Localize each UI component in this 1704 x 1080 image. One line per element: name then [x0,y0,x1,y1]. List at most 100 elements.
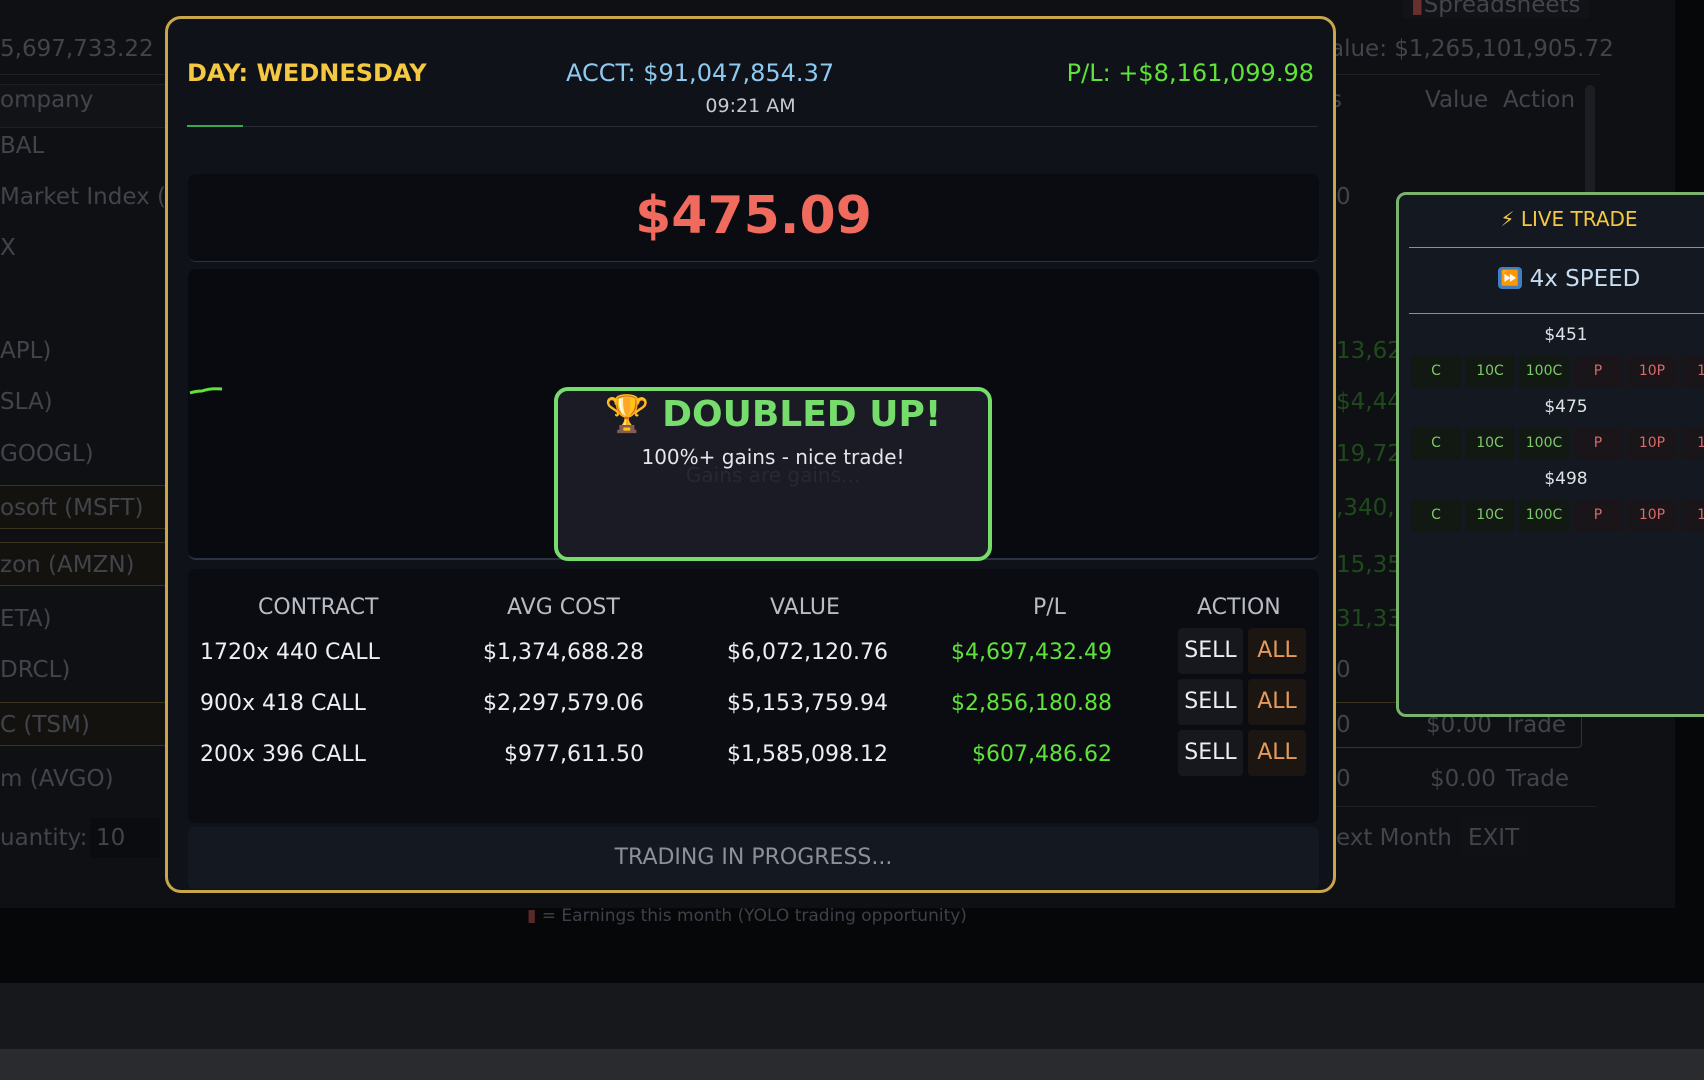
option-call-button[interactable]: 100C [1519,355,1569,388]
bg-quantity-label: uantity: [0,825,88,851]
bg-exit-button[interactable]: EXIT [1460,818,1528,858]
option-call-button[interactable]: 10C [1465,499,1515,532]
bottom-bar [0,983,1704,1049]
bg-row: ETA) [0,606,52,632]
account-balance: ACCT: $91,047,854.37 [566,59,835,87]
doubled-up-popup: 🏆 DOUBLED UP! 100%+ gains - nice trade! … [554,387,992,561]
bg-value: 19,72 [1336,441,1402,467]
bg-trade-button[interactable]: Trade [1506,766,1569,792]
bg-value: 0 [1336,657,1351,683]
sell-button[interactable]: SELL [1178,730,1243,776]
option-call-button[interactable]: C [1411,355,1461,388]
sell-all-button[interactable]: ALL [1248,730,1306,776]
contract: 200x 396 CALL [200,742,366,767]
bg-row: SLA) [0,389,53,415]
bg-row: Market Index (G [0,184,184,210]
earnings-legend: ▮ = Earnings this month (YOLO trading op… [527,906,967,926]
option-put-button[interactable]: 10 [1681,427,1704,460]
bg-top-value: 5,697,733.22 [0,36,154,62]
bg-value: 0 [1336,712,1351,738]
bg-value: 0 [1336,184,1351,210]
live-trade-panel: ⚡ LIVE TRADE ⏩ 4x SPEED $451 C 10C 100C P 10P… [1396,192,1704,717]
bg-value: 13,62 [1336,338,1402,364]
speed-label: 4x SPEED [1529,266,1641,292]
pl: $2,856,180.88 [951,691,1112,716]
bg-quantity-input[interactable]: 10 [90,818,160,858]
clock: 09:21 AM [705,95,796,117]
bg-row: zon (AMZN) [0,552,135,578]
bg-value: ,340,( [1336,495,1404,521]
chart-icon: ▮ [527,906,537,926]
column-header: ACTION [1197,595,1281,620]
live-trade-title: LIVE TRADE [1520,207,1638,231]
trading-status: TRADING IN PROGRESS... [188,827,1319,889]
option-call-button[interactable]: 10C [1465,427,1515,460]
bg-spreadsheets-button[interactable]: ▮Spreadsheets [1403,0,1589,18]
column-header: CONTRACT [258,595,379,620]
bg-col-header: Action [1503,87,1576,113]
bg-value: $0.00 [1430,766,1496,792]
option-call-button[interactable]: C [1411,427,1461,460]
popup-message: 100%+ gains - nice trade! [641,445,905,469]
positions-table: CONTRACT AVG COST VALUE P/L ACTION 1720x… [188,569,1319,823]
price-chart: 🏆 DOUBLED UP! 100%+ gains - nice trade! … [188,269,1319,561]
column-header: P/L [1033,595,1066,620]
column-header: AVG COST [507,595,620,620]
option-call-button[interactable]: C [1411,499,1461,532]
trophy-icon: 🏆 [604,394,650,435]
sell-all-button[interactable]: ALL [1248,679,1306,725]
day-label: DAY: WEDNESDAY [187,59,427,87]
bg-row: ompany [0,87,94,113]
bg-value: 15,35 [1336,552,1402,578]
bg-row: BAL [0,133,45,159]
option-put-button[interactable]: 10 [1681,355,1704,388]
price-line [189,387,223,395]
value: $5,153,759.94 [727,691,888,716]
popup-title: DOUBLED UP! [662,394,942,435]
profit-loss: P/L: +$8,161,099.98 [1066,59,1314,87]
option-call-button[interactable]: 100C [1519,427,1569,460]
bg-row: X [0,235,16,261]
option-put-button[interactable]: 10 [1681,499,1704,532]
bg-row: m (AVGO) [0,766,114,792]
price-display: $475.09 [188,174,1319,262]
bg-next-month-button[interactable]: ext Month [1336,825,1452,851]
lightning-icon: ⚡ [1500,207,1515,231]
progress-track [187,126,1318,127]
sell-all-button[interactable]: ALL [1248,628,1306,674]
sell-button[interactable]: SELL [1178,679,1243,725]
pl: $607,486.62 [972,742,1112,767]
option-put-button[interactable]: P [1573,427,1623,460]
column-header: VALUE [770,595,840,620]
speed-button[interactable]: ⏩ 4x SPEED [1399,266,1704,292]
option-put-button[interactable]: 10P [1627,427,1677,460]
option-call-button[interactable]: 100C [1519,499,1569,532]
value: $6,072,120.76 [727,640,888,665]
bg-row: DRCL) [0,657,71,683]
day-progress-fill [187,125,243,127]
popup-faded-text: Gains are gains... [685,463,861,487]
pl: $4,697,432.49 [951,640,1112,665]
bg-scrollbar[interactable] [1585,85,1595,205]
option-put-button[interactable]: 10P [1627,355,1677,388]
taskbar [0,1049,1704,1080]
option-put-button[interactable]: 10P [1627,499,1677,532]
bg-total-value: alue: $1,265,101,905.72 [1330,36,1614,62]
contract: 1720x 440 CALL [200,640,380,665]
bg-value: 0 [1336,766,1351,792]
current-price: $475.09 [635,186,872,246]
contract: 900x 418 CALL [200,691,366,716]
bg-col-header: Value [1425,87,1489,113]
trading-modal: DAY: WEDNESDAY ACCT: $91,047,854.37 P/L:… [165,16,1336,893]
bg-row: GOOGL) [0,441,94,467]
avg-cost: $2,297,579.06 [483,691,644,716]
sell-button[interactable]: SELL [1178,628,1243,674]
bg-row: osoft (MSFT) [0,495,144,521]
option-put-button[interactable]: P [1573,355,1623,388]
option-call-button[interactable]: 10C [1465,355,1515,388]
strike-price: $475 [1544,397,1588,417]
bg-value: 31,33 [1336,606,1402,632]
option-put-button[interactable]: P [1573,499,1623,532]
bg-row: APL) [0,338,52,364]
fast-forward-icon: ⏩ [1497,267,1523,289]
